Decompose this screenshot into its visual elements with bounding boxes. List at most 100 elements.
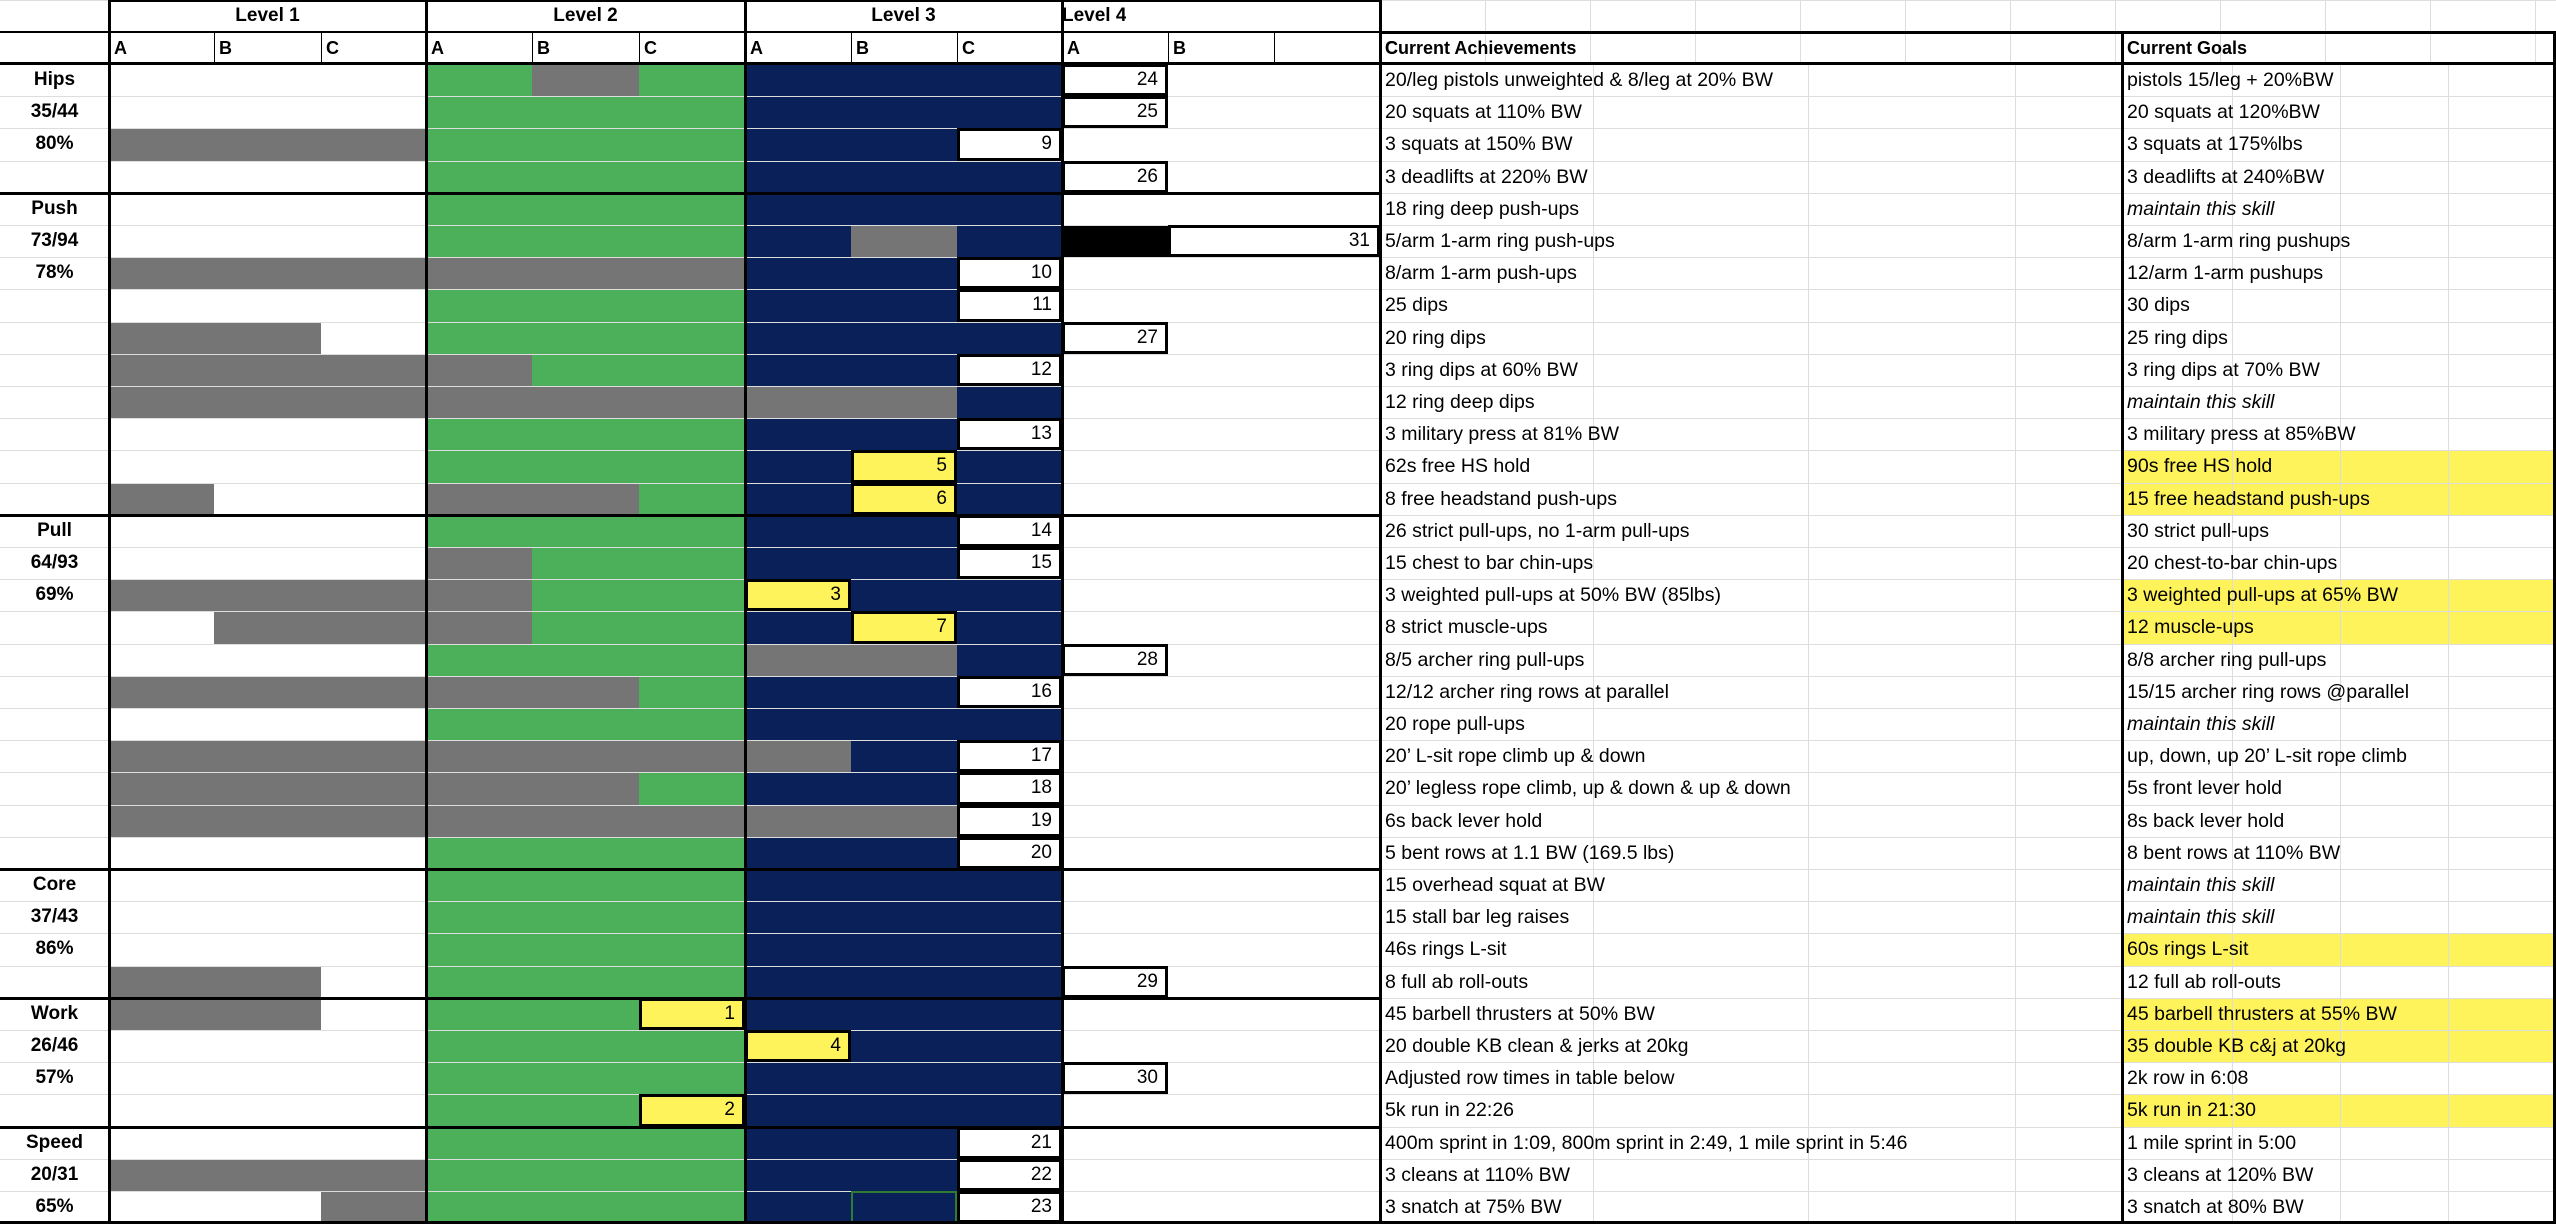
row-gridline bbox=[0, 418, 2556, 419]
rank-box: 5 bbox=[851, 450, 957, 483]
sublevel-divider bbox=[851, 32, 852, 64]
level-divider bbox=[744, 0, 747, 1223]
goal-cell: 3 deadlifts at 240%BW bbox=[2127, 165, 2325, 188]
right-header-top bbox=[1380, 31, 2556, 34]
selected-cell[interactable] bbox=[851, 1191, 957, 1224]
achievement-cell: 3 snatch at 75% BW bbox=[1385, 1196, 1562, 1218]
achievement-cell: 26 strict pull-ups, no 1-arm pull-ups bbox=[1385, 519, 1690, 542]
col-gridline bbox=[2232, 64, 2233, 1224]
header-divider bbox=[0, 31, 2556, 33]
group-name: Core bbox=[32, 874, 77, 895]
incomplete-bar bbox=[109, 740, 851, 773]
achievement-cell: 45 barbell thrusters at 50% BW bbox=[1385, 1002, 1655, 1025]
goal-cell: 3 cleans at 120% BW bbox=[2127, 1163, 2314, 1186]
incomplete-bar bbox=[109, 997, 321, 1030]
achievement-cell: 8/arm 1-arm push-ups bbox=[1385, 262, 1577, 285]
group-score: 64/93 bbox=[30, 552, 79, 573]
goal-cell: up, down, up 20’ L-sit rope climb bbox=[2127, 745, 2408, 768]
rank-box: 30 bbox=[1062, 1062, 1168, 1095]
group-name: Work bbox=[30, 1002, 79, 1024]
sublevel-divider bbox=[1274, 32, 1275, 64]
group-percent: 65% bbox=[35, 1196, 74, 1217]
sublevel-header: C bbox=[326, 38, 339, 58]
level-divider bbox=[108, 0, 111, 1223]
achievement-cell: 8 strict muscle-ups bbox=[1385, 616, 1548, 639]
incomplete-bar bbox=[109, 482, 214, 515]
row-gridline bbox=[0, 257, 2556, 258]
achievement-cell: 3 deadlifts at 220% BW bbox=[1385, 165, 1588, 188]
achievement-cell: 20 double KB clean & jerks at 20kg bbox=[1385, 1035, 1689, 1057]
achievement-cell: 20 rope pull-ups bbox=[1385, 713, 1525, 735]
goal-cell: 12/arm 1-arm pushups bbox=[2127, 262, 2324, 285]
group-score: 35/44 bbox=[30, 101, 79, 123]
group-divider bbox=[0, 997, 1380, 1000]
level-header: Level 3 bbox=[871, 5, 936, 26]
group-percent: 69% bbox=[35, 584, 74, 606]
col-gridline bbox=[1808, 64, 1809, 1224]
goal-cell: 20 squats at 120%BW bbox=[2127, 101, 2320, 124]
group-score: 26/46 bbox=[30, 1035, 79, 1056]
row-gridline bbox=[0, 128, 2556, 129]
achievement-cell: 20’ legless rope climb, up & down & up &… bbox=[1385, 777, 1791, 800]
achievement-cell: 20 squats at 110% BW bbox=[1385, 101, 1582, 124]
achievement-cell: 12 ring deep dips bbox=[1385, 391, 1535, 413]
row-gridline bbox=[0, 837, 2556, 838]
rank-box: 17 bbox=[957, 740, 1062, 773]
row-gridline bbox=[0, 708, 2556, 709]
row-gridline bbox=[0, 96, 2556, 97]
rank-box: 18 bbox=[957, 772, 1062, 805]
row-gridline bbox=[0, 611, 2556, 612]
sublevel-header: A bbox=[431, 38, 444, 58]
level-header: Level 2 bbox=[553, 5, 618, 26]
goal-highlight bbox=[2122, 933, 2556, 966]
group-name: Hips bbox=[33, 69, 76, 90]
header-bottom bbox=[0, 62, 2556, 65]
sublevel-header: B bbox=[219, 38, 232, 58]
incomplete-bar bbox=[109, 965, 321, 998]
goal-cell: maintain this skill bbox=[2127, 713, 2275, 735]
sublevel-divider bbox=[639, 32, 640, 64]
row-gridline bbox=[0, 1062, 2556, 1063]
row-gridline bbox=[0, 289, 2556, 290]
incomplete-bar bbox=[851, 225, 957, 258]
goal-cell: pistols 15/leg + 20%BW bbox=[2127, 69, 2334, 91]
incomplete-bar bbox=[426, 547, 532, 580]
rank-box: 11 bbox=[957, 289, 1062, 322]
achievement-cell: 5k run in 22:26 bbox=[1385, 1099, 1515, 1122]
row-gridline bbox=[0, 386, 2556, 387]
row-gridline bbox=[0, 1094, 2556, 1095]
rank-box: 9 bbox=[957, 128, 1062, 161]
group-percent: 86% bbox=[35, 938, 74, 960]
incomplete-bar bbox=[109, 579, 532, 612]
goal-highlight bbox=[2122, 611, 2556, 644]
group-divider bbox=[0, 1126, 1380, 1129]
incomplete-bar bbox=[745, 643, 957, 676]
row-gridline bbox=[0, 1191, 2556, 1192]
goal-cell: 60s rings L-sit bbox=[2127, 938, 2249, 961]
rank-box: 20 bbox=[957, 836, 1062, 869]
incomplete-bar bbox=[532, 64, 639, 97]
achievement-cell: 62s free HS hold bbox=[1385, 455, 1531, 478]
achievement-cell: 8 free headstand push-ups bbox=[1385, 487, 1618, 510]
sublevel-divider bbox=[321, 32, 322, 64]
level-divider bbox=[1061, 0, 1064, 1223]
row-gridline bbox=[0, 322, 2556, 323]
incomplete-bar bbox=[109, 353, 532, 386]
col-gridline bbox=[1593, 64, 1594, 1224]
rank-box: 28 bbox=[1062, 643, 1168, 676]
rank-box: 29 bbox=[1062, 965, 1168, 998]
group-name: Push bbox=[31, 197, 78, 219]
goal-cell: 8 bent rows at 110% BW bbox=[2127, 841, 2341, 864]
sublevel-header: B bbox=[1173, 38, 1186, 58]
rank-box: 14 bbox=[957, 514, 1062, 547]
achievement-cell: 15 overhead squat at BW bbox=[1385, 874, 1606, 896]
row-gridline bbox=[0, 966, 2556, 967]
incomplete-bar bbox=[109, 804, 957, 837]
goal-cell: 25 ring dips bbox=[2127, 326, 2228, 349]
achievement-cell: 20’ L-sit rope climb up & down bbox=[1385, 745, 1646, 768]
goal-cell: 90s free HS hold bbox=[2127, 455, 2273, 478]
goal-highlight bbox=[2122, 997, 2556, 1030]
rank-box: 31 bbox=[1168, 225, 1380, 258]
group-percent: 80% bbox=[35, 133, 74, 155]
